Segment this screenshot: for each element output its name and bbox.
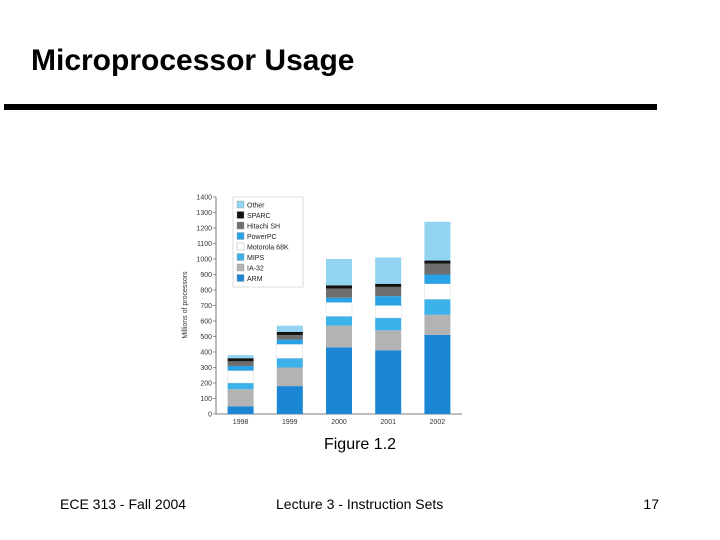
bar-segment-arm <box>276 386 303 414</box>
bar-segment-motorola-68k <box>374 305 402 319</box>
bar-segment-arm <box>375 350 402 414</box>
bar-segment-powerpc <box>276 339 303 345</box>
bar-segment-ia-32 <box>424 314 451 335</box>
bar-segment-powerpc <box>227 365 254 371</box>
footer-lecture: Lecture 3 - Instruction Sets <box>276 496 444 512</box>
bar-segment-sparc <box>424 260 451 264</box>
legend-swatch <box>236 232 245 240</box>
y-tick-label: 400 <box>200 350 212 357</box>
bar-segment-motorola-68k <box>227 370 254 384</box>
bar-segment-ia-32 <box>326 325 352 348</box>
legend-swatch <box>236 253 245 261</box>
bar-segment-powerpc <box>326 297 352 303</box>
y-tick-label: 1300 <box>196 210 212 217</box>
y-tick-label: 100 <box>200 396 212 403</box>
legend-label: Other <box>247 203 265 210</box>
bar-segment-other <box>276 325 303 332</box>
y-tick-label: 300 <box>200 365 212 372</box>
bar-segment-mips <box>276 358 303 368</box>
legend-swatch <box>236 263 245 272</box>
bar-segment-hitachi-sh <box>326 288 352 298</box>
title-divider <box>4 104 657 110</box>
slide-title: Microprocessor Usage <box>31 44 355 77</box>
bar-segment-sparc <box>227 358 254 362</box>
bar-segment-arm <box>424 334 451 414</box>
bar-segment-other <box>424 221 451 261</box>
legend-label: Hitachi SH <box>247 224 280 231</box>
x-tick-label: 1998 <box>233 419 249 426</box>
y-tick-label: 200 <box>200 381 212 388</box>
bar-segment-other <box>227 355 254 359</box>
bar-segment-motorola-68k <box>276 344 304 359</box>
bar-segment-ia-32 <box>227 389 254 407</box>
legend-swatch <box>236 221 245 230</box>
y-tick-label: 700 <box>200 303 212 310</box>
y-tick-label: 1000 <box>196 257 212 264</box>
bar-segment-mips <box>375 317 402 331</box>
bar-segment-motorola-68k <box>424 283 451 300</box>
bar-segment-hitachi-sh <box>227 361 254 366</box>
legend-label: IA-32 <box>247 266 264 273</box>
legend-swatch <box>236 242 245 251</box>
y-tick-label: 0 <box>208 412 212 419</box>
y-tick-label: 900 <box>200 272 212 279</box>
legend-swatch <box>236 200 245 209</box>
bar-segment-motorola-68k <box>325 302 353 317</box>
x-tick-label: 2001 <box>380 419 396 426</box>
footer-course: ECE 313 - Fall 2004 <box>60 496 187 512</box>
x-tick-label: 1999 <box>282 419 298 426</box>
x-tick-label: 2000 <box>331 419 347 426</box>
legend-swatch <box>236 211 245 219</box>
y-tick-label: 1200 <box>196 226 212 233</box>
figure-caption: Figure 1.2 <box>323 436 397 453</box>
legend-label: MIPS <box>247 255 264 262</box>
legend-label: SPARC <box>247 213 271 220</box>
bar-segment-powerpc <box>424 274 451 284</box>
legend-box <box>232 196 304 288</box>
bar-segment-hitachi-sh <box>424 263 451 275</box>
bar-segment-arm <box>227 406 254 414</box>
legend-label: PowerPC <box>247 234 277 241</box>
bar-segment-mips <box>326 316 352 326</box>
bar-segment-hitachi-sh <box>276 334 303 340</box>
y-tick-label: 800 <box>200 288 212 295</box>
y-axis-label: Millions of processors <box>182 271 189 339</box>
y-tick-label: 1100 <box>197 241 212 248</box>
bar-segment-hitachi-sh <box>375 286 402 297</box>
bar-segment-ia-32 <box>276 367 303 387</box>
y-tick-label: 600 <box>200 319 212 326</box>
bar-segment-other <box>375 257 402 284</box>
bar-segment-sparc <box>326 285 352 289</box>
bar-segment-sparc <box>375 283 402 287</box>
y-tick-label: 1400 <box>196 195 212 202</box>
bar-segment-sparc <box>276 331 303 335</box>
stacked-bar-chart: 0 100 200 300 400 500 600 700 800 900 1000 1100 1200… <box>182 195 462 426</box>
y-tick-label: 500 <box>200 334 212 341</box>
bar-segment-mips <box>424 299 451 315</box>
legend-swatch <box>236 274 245 282</box>
page-number: 17 <box>643 496 659 512</box>
bar-segment-powerpc <box>375 296 402 306</box>
bar-segment-mips <box>227 383 254 390</box>
legend-label: ARM <box>247 276 263 283</box>
bar-segment-ia-32 <box>375 330 402 351</box>
x-tick-label: 2002 <box>430 419 446 426</box>
bar-segment-other <box>326 259 352 286</box>
legend-label: Motorola 68K <box>247 245 289 252</box>
bar-segment-arm <box>326 347 352 414</box>
